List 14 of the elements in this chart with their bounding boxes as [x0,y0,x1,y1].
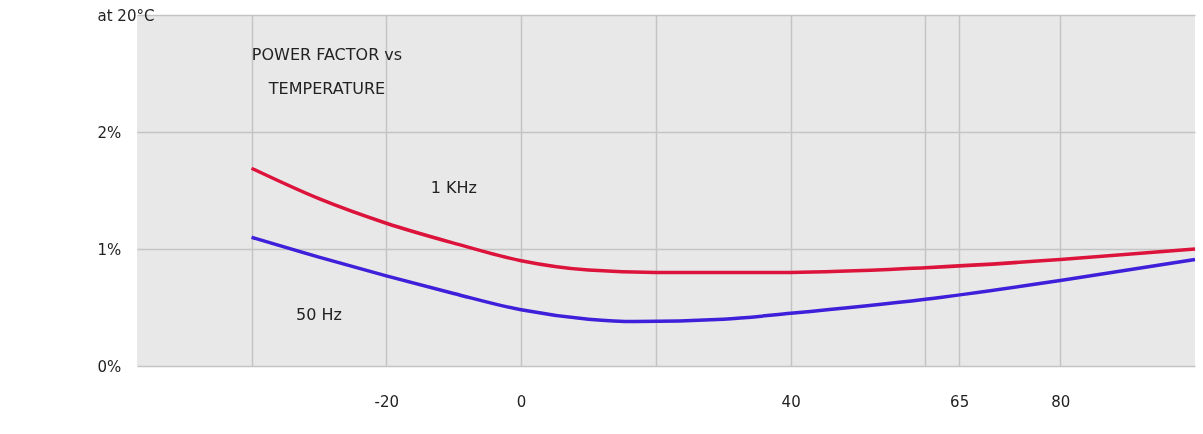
y-tick-label: 2% [97,123,122,142]
y-tick-label: 0% [97,357,122,376]
text: 1 KHz [430,178,477,198]
x-tick-label: 80 [1051,392,1071,411]
line-series [249,166,1197,275]
text: 50 Hz [296,305,342,325]
x-tick-label: -20 [374,392,400,411]
x-tick-label: 40 [781,392,801,411]
y-tick-label: 1% [97,240,122,259]
line-series [249,235,1197,324]
y-tick-label: at 20°C [97,6,155,25]
x-tick-label: 0 [516,392,527,411]
text: POWER FACTOR vs TEMPERATURE [251,45,403,98]
x-tick-label: 65 [950,392,970,411]
